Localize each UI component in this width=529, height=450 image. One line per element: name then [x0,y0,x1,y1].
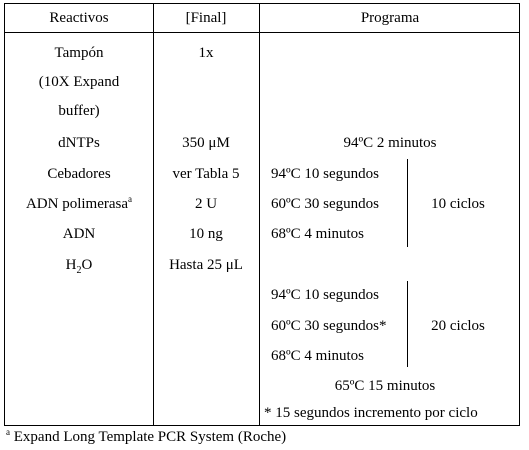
header-reactivos: Reactivos [49,9,108,27]
header-final: [Final] [186,9,227,27]
reactivo-name: dNTPs [58,134,100,152]
final-value: 10 ng [189,225,223,243]
programa-initial: 94ºC 2 minutos [344,134,437,152]
reactivo-name: H2O [66,256,93,274]
header-programa: Programa [361,9,419,27]
programa-step: 68ºC 4 minutos [271,225,364,243]
programa-step: 94ºC 10 segundos [271,165,379,183]
cycle-bracket [407,159,408,247]
reactivo-name: (10X Expand [39,73,119,91]
programa-final: 65ºC 15 minutos [335,377,436,395]
footnote-marker: a [128,194,132,204]
programa-step: 68ºC 4 minutos [271,347,364,365]
reactivo-name: buffer) [58,102,99,120]
footnote: a Expand Long Template PCR System (Roche… [6,429,286,446]
cycle-count: 10 ciclos [431,195,485,213]
reactivo-name: ADN [63,225,96,243]
header-divider [5,32,519,33]
final-value: ver Tabla 5 [173,165,240,183]
programa-step: 60ºC 30 segundos* [271,317,387,335]
cycle-count: 20 ciclos [431,317,485,335]
reactivo-name: ADN polimerasaa [26,195,132,213]
reactivo-name: Cebadores [47,165,110,183]
column-divider-2 [259,4,260,425]
final-value: Hasta 25 μL [169,256,243,274]
programa-step: 94ºC 10 segundos [271,286,379,304]
reactivo-name: Tampón [55,44,104,62]
pcr-table: Reactivos [Final] Programa Tampón (10X E… [4,3,520,426]
programa-step: 60ºC 30 segundos [271,195,379,213]
final-value: 1x [199,44,214,62]
cycle-bracket [407,281,408,367]
programa-note: * 15 segundos incremento por ciclo [264,404,478,422]
footnote-text: Expand Long Template PCR System (Roche) [10,429,286,445]
column-divider-1 [153,4,154,425]
final-value: 350 μM [182,134,230,152]
final-value: 2 U [195,195,217,213]
